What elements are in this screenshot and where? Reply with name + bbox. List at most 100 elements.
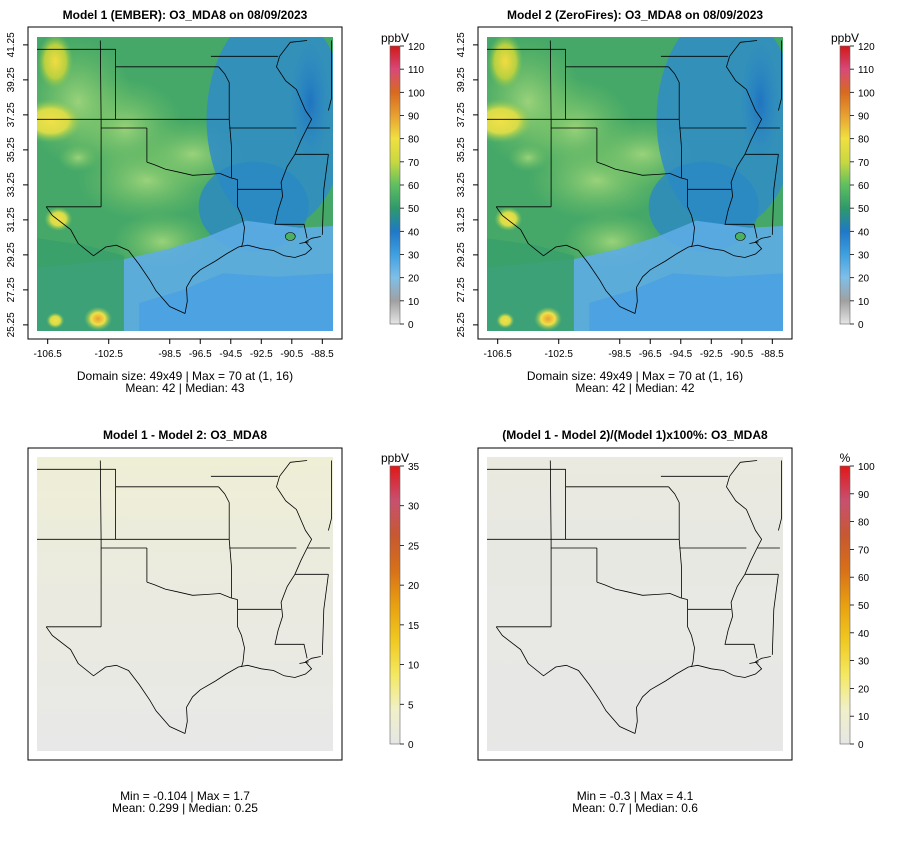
map-field [487, 37, 783, 331]
stats-line: Mean: 42 | Median: 42 [575, 381, 695, 395]
boundary-line [184, 236, 321, 314]
legend-tick-label: 100 [858, 88, 875, 99]
legend-tick-label: 20 [408, 581, 420, 592]
y-tick-label: 31.25 [456, 207, 467, 232]
y-tick-label: 25.25 [456, 312, 467, 337]
legend-tick-label: 30 [408, 502, 420, 513]
boundary-line [228, 119, 232, 178]
ozone-hotspot [487, 99, 533, 143]
map-field [37, 457, 333, 751]
boundary-line [321, 574, 329, 655]
ozone-hotspot [46, 312, 65, 329]
legend-unit: ppbV [381, 451, 409, 465]
legend-tick-label: 0 [408, 320, 414, 331]
boundary-line [687, 599, 695, 668]
boundary-line [749, 661, 759, 664]
boundary-line [299, 661, 309, 664]
boundary-line [678, 119, 682, 178]
x-tick-label: -106.5 [34, 349, 63, 360]
ozone-hotspot [508, 143, 549, 172]
legend-tick-label: 40 [858, 629, 870, 640]
boundary-line [299, 241, 309, 244]
y-tick-label: 37.25 [456, 102, 467, 127]
legend-tick-label: 0 [858, 320, 864, 331]
state-boundaries [37, 40, 332, 314]
stats-line: Mean: 42 | Median: 43 [125, 381, 245, 395]
legend-tick-label: 90 [408, 112, 420, 123]
boundary-line [274, 40, 313, 239]
legend-tick-label: 100 [858, 462, 875, 473]
map-panel-3: Model 1 - Model 2: O3_MDA8 Min = -0.104 |… [27, 428, 420, 815]
legend-tick-label: 120 [858, 42, 875, 53]
map-field [37, 37, 333, 331]
y-tick-label: 35.25 [6, 137, 17, 162]
color-legend: ppbV 0 10 20 30 40 50 60 70 80 90 100 110 120 [381, 31, 425, 331]
legend-tick-label: 100 [408, 88, 425, 99]
x-tick-label: -88.5 [761, 349, 784, 360]
y-tick-label: 33.25 [456, 172, 467, 197]
panel-title: Model 1 (EMBER): O3_MDA8 on 08/09/2023 [63, 8, 308, 22]
boundary-line [45, 206, 186, 314]
color-legend: ppbV 0 5 10 15 20 25 30 35 [381, 451, 420, 751]
x-tick-label: -92.5 [700, 349, 723, 360]
stats-line: Min = -0.3 | Max = 4.1 [577, 789, 694, 803]
boundary-line [146, 581, 238, 600]
panel-title: Model 2 (ZeroFires): O3_MDA8 on 08/09/20… [507, 8, 763, 22]
boundary-line [771, 154, 779, 235]
y-tick-label: 39.25 [456, 67, 467, 92]
legend-tick-label: 15 [408, 621, 420, 632]
low-ozone-region [290, 41, 331, 162]
boundary-line [634, 236, 771, 314]
legend-tick-label: 110 [408, 65, 424, 76]
x-tick-label: -98.5 [608, 349, 631, 360]
panel-title: Model 1 - Model 2: O3_MDA8 [103, 428, 267, 442]
legend-tick-label: 90 [858, 112, 870, 123]
state-boundaries [37, 460, 332, 734]
stats-line: Min = -0.104 | Max = 1.7 [120, 789, 250, 803]
boundary-line [45, 626, 186, 734]
boundary-line [678, 539, 682, 598]
stats-line: Mean: 0.7 | Median: 0.6 [572, 801, 698, 815]
legend-tick-label: 0 [858, 740, 864, 751]
y-tick-label: 27.25 [456, 277, 467, 302]
boundary-line [146, 161, 238, 180]
boundary-line [724, 460, 763, 659]
boundary-line [237, 599, 245, 668]
legend-tick-label: 20 [408, 274, 420, 285]
panel-title: (Model 1 - Model 2)/(Model 1)x100%: O3_M… [502, 428, 768, 442]
difference-field [487, 457, 783, 751]
axes: -106.5 -102.5 -98.5 -96.5 -94.5 -92.5 -90.5 -88… [456, 32, 784, 360]
low-ozone-region [740, 41, 781, 162]
boundary-line [596, 581, 688, 600]
x-tick-label: -88.5 [311, 349, 334, 360]
gulf-region [589, 273, 783, 331]
x-tick-label: -98.5 [158, 349, 181, 360]
state-boundaries [487, 460, 782, 734]
boundary-line [218, 486, 230, 503]
boundary-line [724, 40, 763, 239]
ozone-hotspot [534, 306, 563, 331]
x-tick-label: -92.5 [250, 349, 273, 360]
legend-tick-label: 80 [858, 135, 870, 146]
x-tick-label: -90.5 [730, 349, 753, 360]
ozone-hotspot [496, 312, 515, 329]
legend-tick-label: 30 [408, 251, 420, 262]
legend-tick-label: 25 [408, 541, 420, 552]
legend-unit: ppbV [381, 31, 409, 45]
legend-tick-label: 70 [408, 158, 420, 169]
legend-tick-label: 40 [858, 227, 870, 238]
legend-tick-label: 120 [408, 42, 425, 53]
y-tick-label: 37.25 [6, 102, 17, 127]
boundary-line [687, 179, 695, 248]
boundary-line [596, 161, 688, 180]
legend-tick-label: 10 [858, 297, 870, 308]
y-tick-label: 31.25 [6, 207, 17, 232]
ozone-hotspot [58, 143, 99, 172]
boundary-line [778, 40, 782, 111]
legend-tick-label: 90 [858, 490, 870, 501]
x-tick-label: -102.5 [95, 349, 124, 360]
boundary-line [228, 539, 232, 598]
legend-tick-label: 20 [858, 684, 870, 695]
stats-line: Domain size: 49x49 | Max = 70 at (1, 16) [527, 369, 743, 383]
legend-tick-label: 40 [408, 227, 420, 238]
